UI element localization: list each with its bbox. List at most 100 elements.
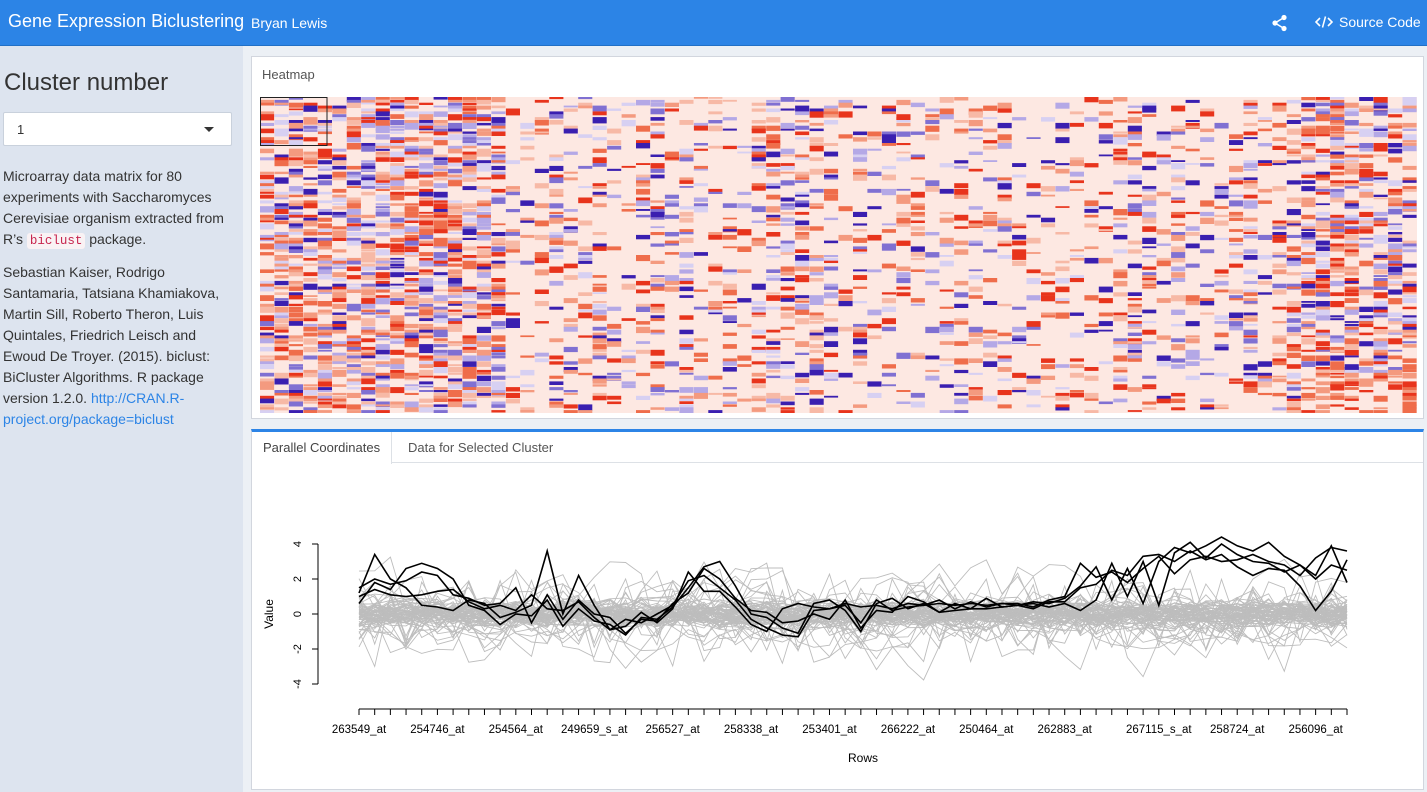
y-axis: 420-2-4 bbox=[292, 541, 319, 689]
heatmap-cell bbox=[476, 217, 491, 224]
heatmap-cell bbox=[1012, 226, 1027, 229]
heatmap-cell bbox=[419, 272, 434, 276]
tab-data-for-selected-cluster[interactable]: Data for Selected Cluster bbox=[408, 440, 554, 455]
heatmap-cell bbox=[1330, 381, 1345, 386]
heatmap-cell bbox=[780, 272, 795, 276]
heatmap-cell bbox=[448, 275, 463, 280]
tab-parallel-coordinates[interactable]: Parallel Coordinates bbox=[252, 432, 393, 464]
heatmap-cell bbox=[1257, 120, 1272, 122]
heatmap-cell bbox=[1098, 257, 1113, 264]
heatmap-cell bbox=[679, 369, 694, 373]
heatmap-cell bbox=[1142, 401, 1157, 405]
heatmap-cell bbox=[563, 128, 578, 134]
heatmap-cell bbox=[1315, 278, 1330, 284]
heatmap-cell bbox=[809, 145, 824, 152]
heatmap-cell bbox=[1243, 372, 1258, 376]
heatmap-cell bbox=[737, 355, 752, 361]
heatmap-cell bbox=[491, 117, 506, 123]
heatmap-cell bbox=[1156, 157, 1171, 162]
heatmap-cell bbox=[433, 257, 448, 264]
cluster-select[interactable]: 1 bbox=[3, 112, 232, 146]
heatmap-cell bbox=[983, 361, 998, 367]
heatmap-cell bbox=[1315, 272, 1330, 275]
heatmap-cell bbox=[1185, 180, 1200, 186]
heatmap-cell bbox=[1301, 255, 1316, 259]
source-code-link[interactable]: Source Code bbox=[1315, 14, 1421, 30]
heatmap-cell bbox=[346, 266, 361, 272]
heatmap-cell bbox=[448, 99, 463, 103]
heatmap-cell bbox=[419, 211, 434, 214]
heatmap-cell bbox=[288, 137, 303, 140]
heatmap-cell bbox=[476, 203, 491, 209]
heatmap-cell bbox=[288, 269, 303, 275]
heatmap-cell bbox=[1301, 137, 1316, 142]
heatmap-cell bbox=[288, 97, 303, 100]
heatmap-cell bbox=[650, 217, 665, 220]
heatmap-cell bbox=[260, 346, 275, 352]
heatmap-cell bbox=[563, 392, 578, 395]
heatmap-cell bbox=[462, 237, 477, 240]
heatmap-cell bbox=[1272, 283, 1287, 289]
heatmap-cell bbox=[1344, 349, 1359, 356]
heatmap-cell bbox=[433, 183, 448, 189]
heatmap-cell bbox=[317, 309, 332, 314]
heatmap-cell bbox=[1200, 217, 1215, 224]
heatmap-cell bbox=[679, 407, 694, 413]
cran-link[interactable]: http://CRAN.R-project.org/package=biclus… bbox=[3, 390, 185, 427]
heatmap-cell bbox=[592, 183, 607, 186]
heatmap-cell bbox=[404, 384, 419, 387]
heatmap-cell bbox=[722, 392, 737, 397]
x-axis-label: Rows bbox=[848, 751, 878, 765]
heatmap-cell bbox=[766, 349, 781, 354]
heatmap-cell bbox=[1127, 341, 1142, 344]
heatmap-cell bbox=[780, 361, 795, 364]
heatmap-cell bbox=[303, 220, 318, 227]
heatmap-cell bbox=[491, 367, 506, 372]
heatmap-cell bbox=[838, 295, 853, 302]
heatmap-cell bbox=[1055, 260, 1070, 264]
heatmap-cell bbox=[1402, 286, 1417, 293]
heatmap-cell bbox=[448, 301, 463, 305]
heatmap-cell bbox=[1330, 154, 1345, 159]
heatmap-cell bbox=[1113, 234, 1128, 240]
heatmap-cell bbox=[462, 398, 477, 401]
heatmap-cell bbox=[1301, 237, 1316, 240]
heatmap-cell bbox=[925, 375, 940, 381]
app-title[interactable]: Gene Expression Biclustering bbox=[8, 11, 245, 31]
heatmap-cell bbox=[664, 280, 679, 286]
heatmap-cell bbox=[578, 272, 593, 279]
heatmap-cell bbox=[809, 361, 824, 367]
heatmap-cell bbox=[795, 191, 810, 197]
heatmap-cell bbox=[1156, 229, 1171, 235]
heatmap-cell bbox=[592, 148, 607, 153]
heatmap-cell bbox=[433, 217, 448, 221]
heatmap-cell bbox=[1286, 255, 1301, 259]
share-icon[interactable] bbox=[1270, 13, 1290, 33]
heatmap-cell bbox=[433, 395, 448, 400]
heatmap[interactable] bbox=[260, 97, 1417, 413]
selected-bicluster-outline[interactable] bbox=[260, 97, 328, 146]
heatmap-cell bbox=[824, 260, 839, 263]
heatmap-cell bbox=[274, 163, 289, 167]
heatmap-cell bbox=[332, 206, 347, 210]
x-tick-label: 258338_at bbox=[724, 724, 779, 736]
heatmap-cell bbox=[476, 200, 491, 205]
heatmap-cell bbox=[983, 160, 998, 162]
heatmap-cell bbox=[1315, 240, 1330, 246]
heatmap-cell bbox=[303, 398, 318, 402]
heatmap-cell bbox=[361, 243, 376, 249]
heatmap-cell bbox=[954, 188, 969, 195]
heatmap-cell bbox=[419, 306, 434, 311]
heatmap-cell bbox=[462, 165, 477, 172]
heatmap-cell bbox=[274, 99, 289, 106]
heatmap-cell bbox=[375, 272, 390, 277]
heatmap-cell bbox=[390, 286, 405, 289]
heatmap-cell bbox=[939, 384, 954, 388]
heatmap-cell bbox=[476, 381, 491, 387]
heatmap-cell bbox=[260, 280, 275, 286]
heatmap-cell bbox=[1344, 286, 1359, 290]
heatmap-cell bbox=[346, 349, 361, 352]
heatmap-cell bbox=[361, 117, 376, 120]
heatmap-cell bbox=[1243, 177, 1258, 180]
heatmap-cell bbox=[896, 197, 911, 202]
